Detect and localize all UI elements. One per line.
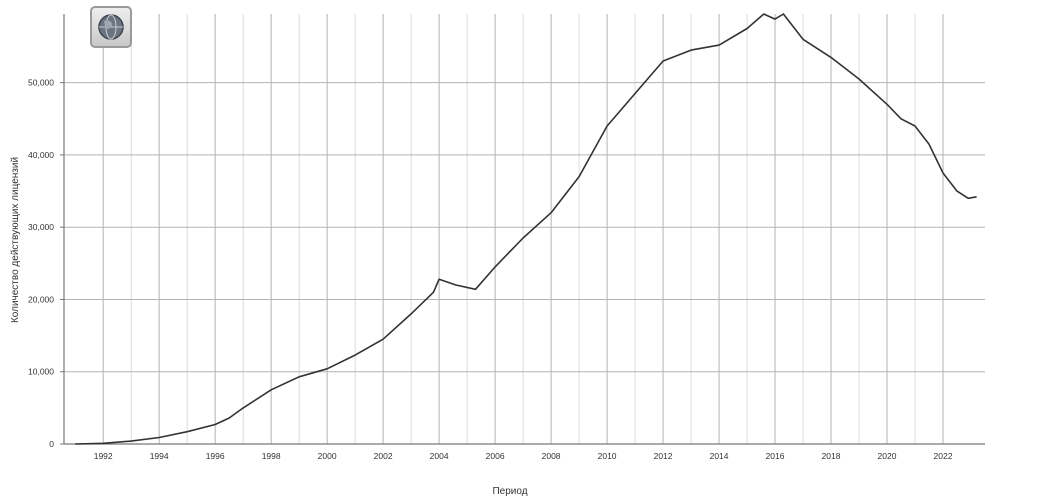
grid-lines xyxy=(64,14,985,444)
x-tick-label: 2004 xyxy=(430,451,449,461)
x-tick-label: 2010 xyxy=(598,451,617,461)
x-tick-labels: 1992 1994 1996 1998 2000 2002 2004 2006 2008 2010… xyxy=(94,451,953,461)
x-axis-label: Период xyxy=(492,486,527,497)
x-tick-label: 2022 xyxy=(934,451,953,461)
y-axis-label: Количество действующих лицензий xyxy=(10,157,21,323)
x-tick-label: 1996 xyxy=(206,451,225,461)
x-tick-label: 1994 xyxy=(150,451,169,461)
y-tick-label: 20,000 xyxy=(28,294,54,304)
globe-icon xyxy=(98,14,124,40)
y-tick-label: 30,000 xyxy=(28,222,54,232)
series-line xyxy=(75,13,977,445)
y-tick-labels: 0 10,000 20,000 30,000 40,000 50,000 xyxy=(28,78,64,449)
y-tick-label: 0 xyxy=(49,439,54,449)
y-tick-label: 40,000 xyxy=(28,150,54,160)
series-layer xyxy=(75,13,977,445)
x-tick-label: 2002 xyxy=(374,451,393,461)
x-tick-label: 2020 xyxy=(878,451,897,461)
x-tick-label: 2014 xyxy=(710,451,729,461)
x-tick-label: 2016 xyxy=(766,451,785,461)
x-tick-label: 2018 xyxy=(822,451,841,461)
y-tick-label: 10,000 xyxy=(28,367,54,377)
globe-badge[interactable] xyxy=(90,6,132,48)
x-tick-label: 1992 xyxy=(94,451,113,461)
x-tick-label: 1998 xyxy=(262,451,281,461)
x-tick-label: 2006 xyxy=(486,451,505,461)
x-tick-label: 2012 xyxy=(654,451,673,461)
x-tick-label: 2000 xyxy=(318,451,337,461)
x-tick-label: 2008 xyxy=(542,451,561,461)
y-tick-label: 50,000 xyxy=(28,78,54,88)
